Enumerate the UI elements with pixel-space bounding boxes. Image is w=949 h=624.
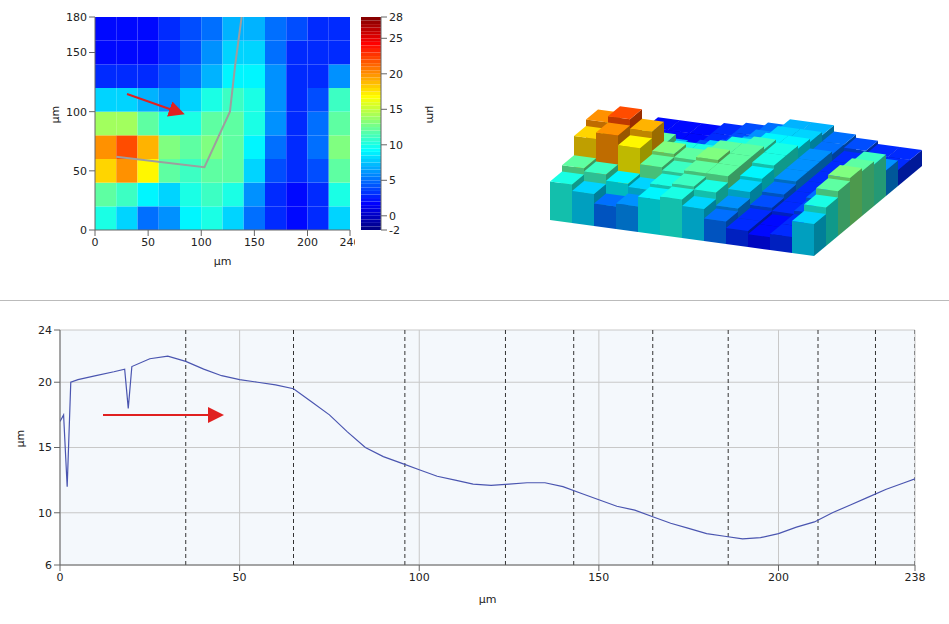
svg-text:15: 15 [389, 103, 403, 116]
svg-text:50: 50 [73, 165, 87, 178]
svg-text:238: 238 [905, 571, 926, 584]
svg-text:15: 15 [38, 441, 52, 454]
svg-text:200: 200 [297, 236, 318, 249]
svg-text:0: 0 [80, 224, 87, 237]
svg-text:240: 240 [340, 236, 356, 249]
svg-text:24: 24 [38, 324, 52, 337]
svg-text:100: 100 [191, 236, 212, 249]
svg-text:μm: μm [479, 593, 497, 606]
svg-text:150: 150 [588, 571, 609, 584]
svg-text:25: 25 [389, 32, 403, 45]
svg-text:10: 10 [38, 507, 52, 520]
svg-text:μm: μm [49, 106, 62, 124]
svg-text:28: 28 [389, 11, 403, 24]
svg-text:50: 50 [233, 571, 247, 584]
svg-text:0: 0 [92, 236, 99, 249]
svg-text:0: 0 [389, 210, 396, 223]
svg-text:150: 150 [66, 46, 87, 59]
svg-text:20: 20 [389, 68, 403, 81]
svg-text:200: 200 [768, 571, 789, 584]
svg-text:μm: μm [14, 430, 27, 448]
svg-text:10: 10 [389, 139, 403, 152]
svg-text:20: 20 [38, 376, 52, 389]
svg-text:6: 6 [45, 559, 52, 572]
svg-text:180: 180 [66, 11, 87, 24]
svg-text:0: 0 [57, 571, 64, 584]
svg-text:150: 150 [244, 236, 265, 249]
svg-text:100: 100 [409, 571, 430, 584]
svg-text:-2: -2 [389, 224, 400, 237]
svg-text:5: 5 [389, 174, 396, 187]
svg-text:μm: μm [214, 255, 232, 268]
svg-text:100: 100 [66, 106, 87, 119]
svg-text:μm: μm [424, 106, 436, 124]
svg-text:50: 50 [141, 236, 155, 249]
